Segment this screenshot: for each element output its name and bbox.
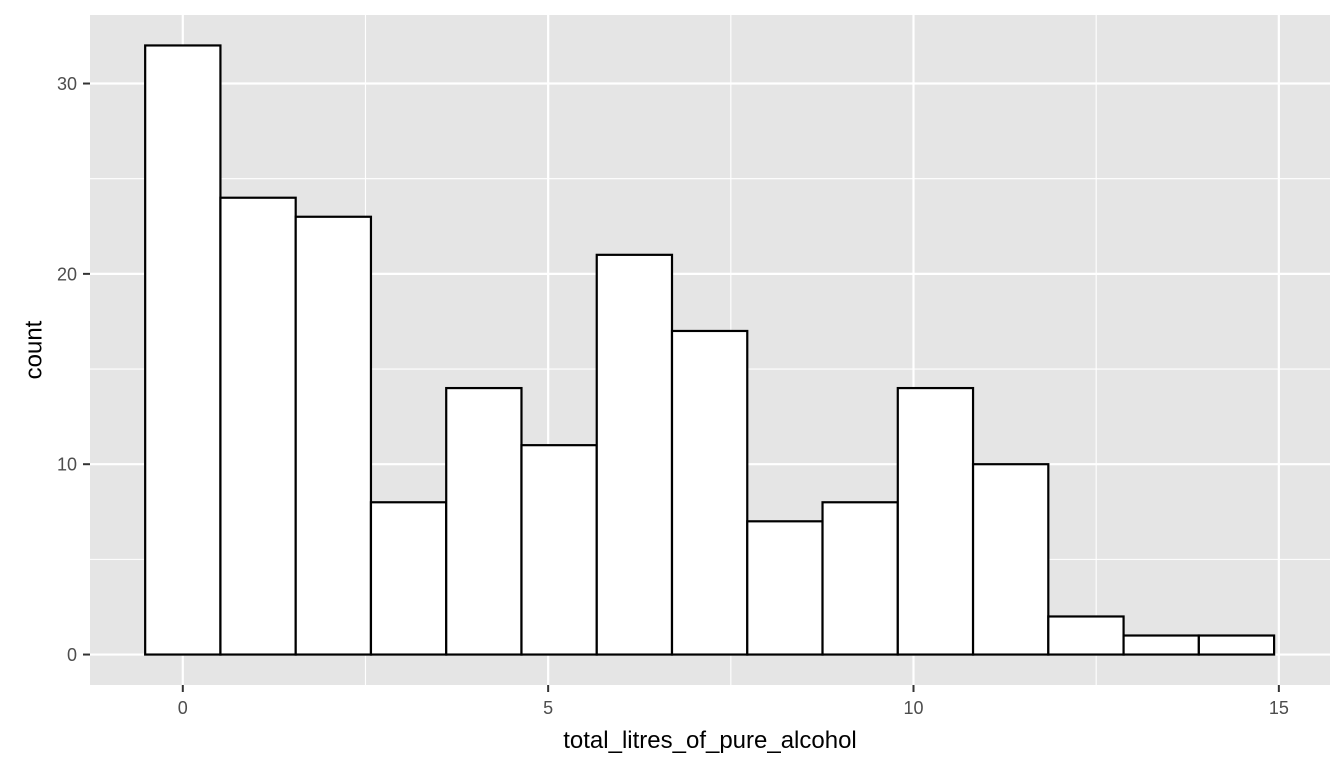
histogram-bar — [369, 501, 448, 656]
y-tick-label: 10 — [57, 455, 77, 475]
histogram-bar — [1122, 634, 1200, 656]
histogram-bar — [294, 215, 373, 656]
histogram-bar — [595, 253, 674, 656]
x-tick-label: 5 — [543, 698, 553, 718]
histogram-bar — [821, 501, 899, 656]
y-axis: 0 10 20 30 — [57, 74, 90, 665]
x-axis-title: total_litres_of_pure_alcohol — [563, 727, 857, 754]
histogram-bar — [1197, 634, 1276, 656]
histogram-bar — [670, 329, 749, 656]
histogram-bar — [1047, 615, 1125, 656]
x-tick-label: 15 — [1269, 698, 1289, 718]
histogram-bar — [144, 44, 222, 656]
y-tick-label: 20 — [57, 264, 77, 284]
x-axis: 0 5 10 15 — [178, 685, 1289, 718]
histogram-bars — [144, 44, 1276, 656]
y-axis-title: count — [21, 320, 48, 379]
histogram-bar — [520, 444, 598, 656]
y-tick-label: 30 — [57, 74, 77, 94]
histogram-bar — [896, 386, 975, 656]
x-tick-label: 10 — [903, 698, 923, 718]
histogram-bar — [445, 386, 523, 656]
histogram-bar — [971, 463, 1050, 656]
histogram-bar — [219, 196, 297, 656]
histogram-bar — [746, 520, 824, 656]
y-tick-label: 0 — [67, 645, 77, 665]
x-tick-label: 0 — [178, 698, 188, 718]
